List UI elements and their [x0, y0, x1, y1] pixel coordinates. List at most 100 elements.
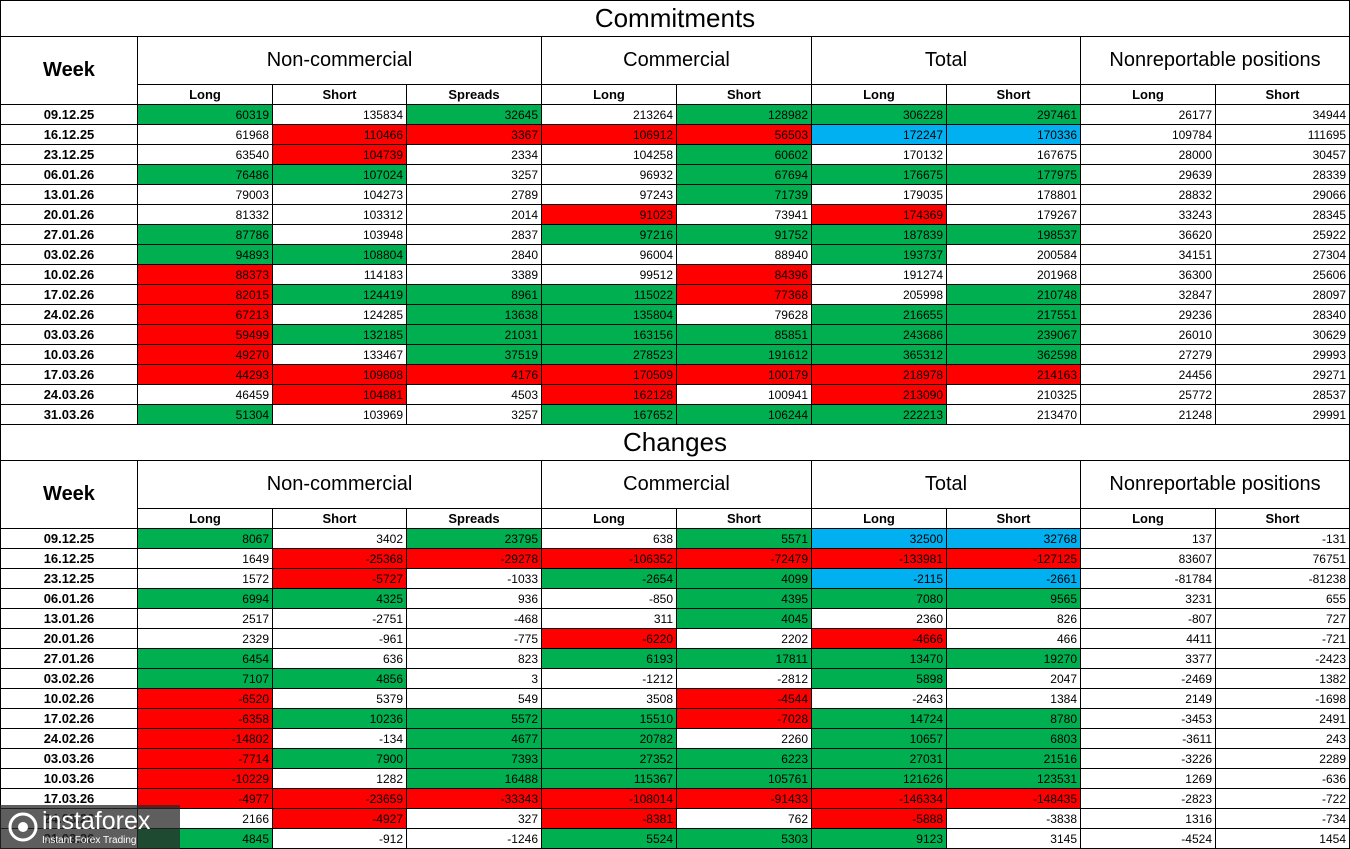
- value-cell: 201968: [946, 264, 1081, 285]
- value-cell: 762: [676, 808, 812, 829]
- value-cell: 103948: [272, 224, 407, 245]
- value-cell: -25368: [272, 548, 407, 569]
- value-cell: -23659: [272, 788, 407, 809]
- value-cell: -961: [272, 628, 407, 649]
- value-cell: 29639: [1080, 164, 1216, 185]
- value-cell: -722: [1215, 788, 1350, 809]
- value-cell: -734: [1215, 808, 1350, 829]
- table-title: Changes: [0, 424, 1350, 461]
- column-header: Short: [946, 84, 1081, 105]
- value-cell: 6803: [946, 728, 1081, 749]
- value-cell: -2115: [811, 568, 947, 589]
- value-cell: 1282: [272, 768, 407, 789]
- column-header: Long: [1080, 84, 1216, 105]
- value-cell: 6994: [137, 588, 273, 609]
- value-cell: 213470: [946, 404, 1081, 425]
- value-cell: 71739: [676, 184, 812, 205]
- value-cell: 21248: [1080, 404, 1216, 425]
- value-cell: 99512: [541, 264, 677, 285]
- value-cell: 91023: [541, 204, 677, 225]
- value-cell: 104258: [541, 144, 677, 165]
- value-cell: -3226: [1080, 748, 1216, 769]
- value-cell: 655: [1215, 588, 1350, 609]
- week-cell: 23.12.25: [0, 568, 138, 589]
- value-cell: -1212: [541, 668, 677, 689]
- week-cell: 27.01.26: [0, 224, 138, 245]
- column-header: Short: [676, 508, 812, 529]
- value-cell: 108804: [272, 244, 407, 265]
- value-cell: 100179: [676, 364, 812, 385]
- value-cell: 109784: [1080, 124, 1216, 145]
- value-cell: -134: [272, 728, 407, 749]
- table-title: Commitments: [0, 0, 1350, 37]
- value-cell: -2654: [541, 568, 677, 589]
- value-cell: 25606: [1215, 264, 1350, 285]
- value-cell: 23795: [406, 528, 542, 549]
- week-cell: 31.03.26: [0, 404, 138, 425]
- value-cell: 87786: [137, 224, 273, 245]
- value-cell: 103312: [272, 204, 407, 225]
- value-cell: 37519: [406, 344, 542, 365]
- value-cell: 63540: [137, 144, 273, 165]
- value-cell: 29993: [1215, 344, 1350, 365]
- value-cell: 7107: [137, 668, 273, 689]
- value-cell: 5524: [541, 828, 677, 849]
- value-cell: 46459: [137, 384, 273, 405]
- value-cell: 56503: [676, 124, 812, 145]
- value-cell: 1572: [137, 568, 273, 589]
- value-cell: 115022: [541, 284, 677, 305]
- group-header: Non-commercial: [137, 36, 542, 85]
- value-cell: -2463: [811, 688, 947, 709]
- value-cell: 13638: [406, 304, 542, 325]
- value-cell: 2491: [1215, 708, 1350, 729]
- value-cell: 218978: [811, 364, 947, 385]
- value-cell: -6520: [137, 688, 273, 709]
- value-cell: -807: [1080, 608, 1216, 629]
- column-header: Long: [1080, 508, 1216, 529]
- value-cell: 2789: [406, 184, 542, 205]
- value-cell: 60319: [137, 104, 273, 125]
- value-cell: -3838: [946, 808, 1081, 829]
- value-cell: 4677: [406, 728, 542, 749]
- value-cell: 1382: [1215, 668, 1350, 689]
- value-cell: 76751: [1215, 548, 1350, 569]
- value-cell: -72479: [676, 548, 812, 569]
- value-cell: -127125: [946, 548, 1081, 569]
- value-cell: 7080: [811, 588, 947, 609]
- value-cell: 83607: [1080, 548, 1216, 569]
- value-cell: -5727: [272, 568, 407, 589]
- week-cell: 24.03.26: [0, 384, 138, 405]
- week-cell: 16.12.25: [0, 124, 138, 145]
- value-cell: 123531: [946, 768, 1081, 789]
- value-cell: 210325: [946, 384, 1081, 405]
- group-header: Nonreportable positions: [1080, 36, 1350, 85]
- value-cell: 88940: [676, 244, 812, 265]
- value-cell: 135804: [541, 304, 677, 325]
- value-cell: -636: [1215, 768, 1350, 789]
- value-cell: 4411: [1080, 628, 1216, 649]
- value-cell: 4325: [272, 588, 407, 609]
- group-header: Total: [811, 36, 1081, 85]
- value-cell: 3231: [1080, 588, 1216, 609]
- value-cell: 362598: [946, 344, 1081, 365]
- value-cell: 213264: [541, 104, 677, 125]
- value-cell: -468: [406, 608, 542, 629]
- value-cell: 2517: [137, 608, 273, 629]
- value-cell: -7028: [676, 708, 812, 729]
- value-cell: 28097: [1215, 284, 1350, 305]
- value-cell: -721: [1215, 628, 1350, 649]
- value-cell: 104739: [272, 144, 407, 165]
- value-cell: 61968: [137, 124, 273, 145]
- value-cell: -850: [541, 588, 677, 609]
- value-cell: 76486: [137, 164, 273, 185]
- value-cell: 67213: [137, 304, 273, 325]
- watermark: instaforex Instant Forex Trading: [0, 805, 180, 849]
- value-cell: 36620: [1080, 224, 1216, 245]
- value-cell: 466: [946, 628, 1081, 649]
- value-cell: 28537: [1215, 384, 1350, 405]
- week-cell: 09.12.25: [0, 528, 138, 549]
- value-cell: 79628: [676, 304, 812, 325]
- value-cell: -81238: [1215, 568, 1350, 589]
- value-cell: 311: [541, 608, 677, 629]
- value-cell: 128982: [676, 104, 812, 125]
